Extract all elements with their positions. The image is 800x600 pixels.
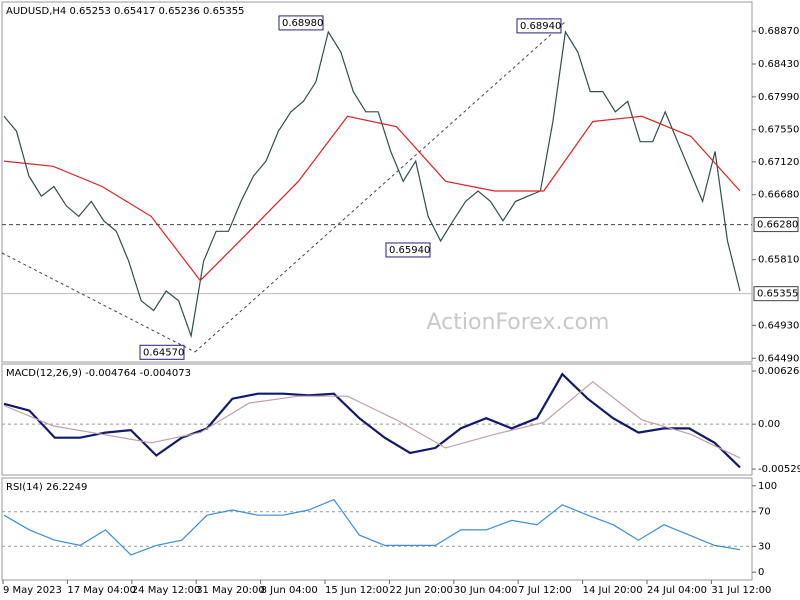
panel [1,1,753,363]
x-tick-label: 8 Jun 04:00 [261,585,318,596]
y-tick-label: 0.65810 [758,255,799,266]
series-line [3,381,741,459]
panel [1,477,753,581]
y-tick-label: 0.64930 [758,320,799,331]
x-tick-label: 15 Jun 12:00 [325,585,389,596]
y-tick-label: 0.68870 [758,26,799,37]
hline-label: 0.66280 [757,220,798,231]
trendline [1,252,196,353]
annotation-label: 0.65940 [389,245,430,256]
y-tick-label: 0.66680 [758,190,799,201]
y-tick-label: 100 [758,481,777,492]
y-tick-label: -0.005299 [758,464,800,475]
y-tick-label: 0.64490 [758,353,799,364]
x-tick-label: 24 May 12:00 [132,585,201,596]
annotation-box [278,15,324,31]
panel-title: MACD(12,26,9) -0.004764 -0.004073 [6,368,191,379]
annotation-box [139,344,185,360]
series-line [3,498,741,556]
annotation-label: 0.64570 [143,347,184,358]
x-tick-label: 24 Jul 04:00 [647,585,707,596]
y-tick-label: 0.68430 [758,59,799,70]
annotation-box [385,242,431,258]
y-tick-label: 0.67120 [758,157,799,168]
trendline [194,21,566,353]
annotation-label: 0.68980 [282,18,323,29]
last-box [753,286,799,302]
last-label: 0.65355 [757,289,798,300]
x-tick-label: 31 Jul 12:00 [711,585,771,596]
annotation-label: 0.68940 [520,21,561,32]
y-tick-label: 30 [758,541,771,552]
y-tick-label: 0.67550 [758,125,799,136]
series-line [3,372,741,469]
panel-title: RSI(14) 26.2249 [6,482,87,493]
x-tick-label: 22 Jun 20:00 [389,585,453,596]
y-tick-label: 0 [758,567,764,578]
x-tick-label: 31 May 20:00 [196,585,265,596]
series-line [3,30,741,339]
x-tick-label: 7 Jul 12:00 [518,585,572,596]
y-tick-label: 0.00 [758,419,780,430]
y-tick-label: 0.67990 [758,92,799,103]
panel [1,363,753,476]
x-tick-label: 9 May 2023 [3,585,62,596]
x-tick-label: 14 Jul 20:00 [583,585,643,596]
x-tick-label: 30 Jun 04:00 [454,585,518,596]
y-tick-label: 70 [758,507,771,518]
x-tick-label: 17 May 04:00 [67,585,136,596]
annotation-box [516,18,562,34]
watermark: ActionForex.com [427,310,610,335]
series-line [3,115,741,282]
y-tick-label: 0.006268 [758,366,800,377]
panel-title: AUDUSD,H4 0.65253 0.65417 0.65236 0.6535… [6,6,244,17]
hline-box [753,217,799,233]
